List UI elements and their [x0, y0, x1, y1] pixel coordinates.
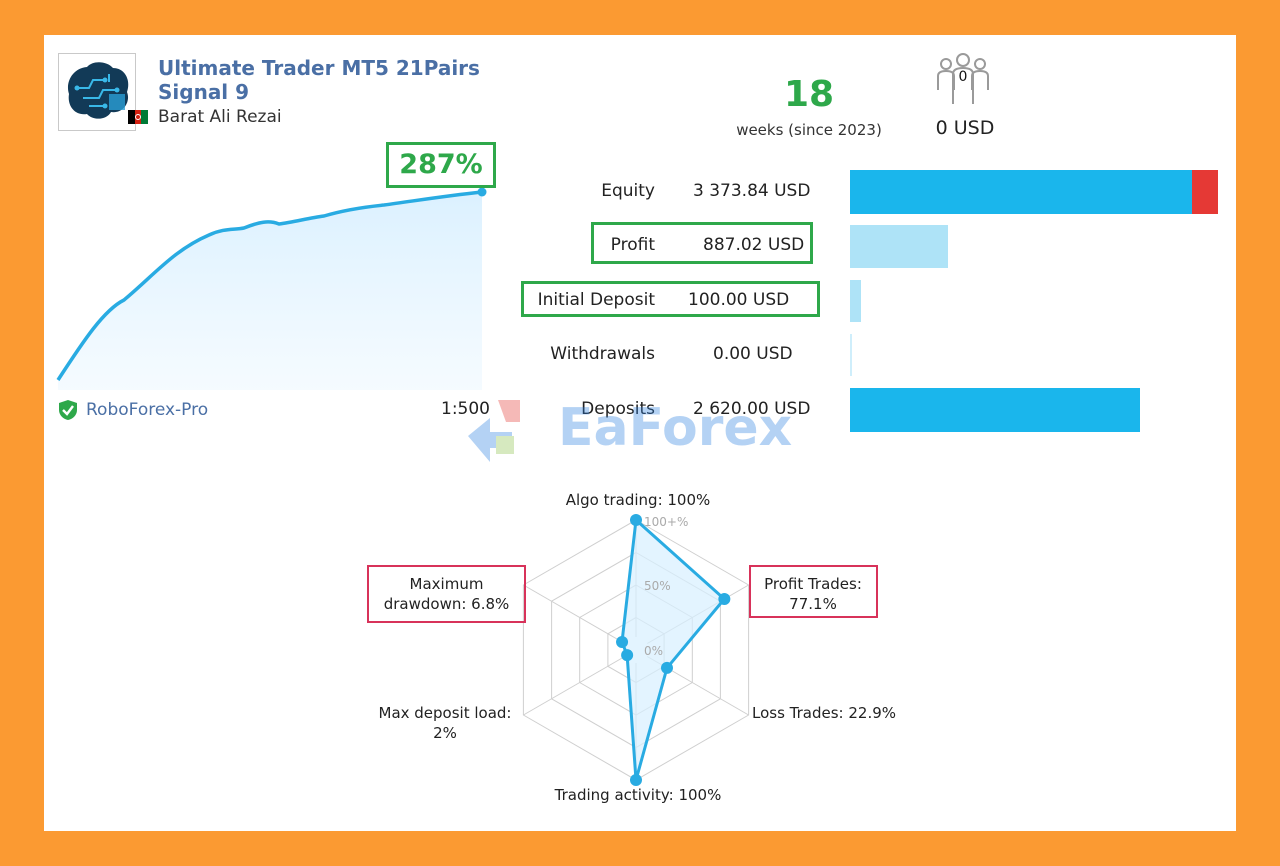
radar-point-4 [630, 774, 642, 786]
radar-label-drawdown-2: drawdown: 6.8% [383, 595, 510, 613]
signal-title[interactable]: Ultimate Trader MT5 21Pairs Signal 9 [158, 56, 558, 104]
stat-initial-deposit-value: 100.00 USD [688, 290, 790, 310]
initial-deposit-highlight [521, 281, 820, 317]
weeks-label: weeks (since 2023) [736, 121, 882, 139]
drawdown-highlight [367, 565, 526, 623]
radar-axis-5 [523, 656, 625, 716]
radar-scale-50: 50% [644, 579, 671, 593]
broker-row[interactable]: RoboForex-Pro [58, 399, 208, 421]
stat-profit-label: Profit [610, 235, 655, 255]
radar-chart: 100+% 50% 0% [522, 514, 750, 786]
radar-label-deposit-load-1: Max deposit load: [378, 704, 512, 722]
radar-scale-100: 100+% [644, 515, 688, 529]
growth-chart [56, 187, 487, 390]
profit-bar [850, 225, 948, 268]
radar-points [616, 514, 731, 786]
weeks-count: 18 [783, 74, 835, 115]
radar-point-2 [718, 592, 731, 605]
stat-withdrawals-value: 0.00 USD [713, 344, 793, 364]
profit-highlight [591, 222, 813, 264]
radar-label-drawdown: Maximum drawdown: 6.8% [368, 574, 525, 614]
equity-bar [850, 170, 1192, 214]
eaforex-logo-icon [468, 400, 520, 462]
signal-avatar[interactable] [58, 53, 136, 131]
radar-label-profit-trades: Profit Trades: 77.1% [750, 574, 876, 614]
radar-point-6 [616, 635, 629, 648]
stat-profit-value: 887.02 USD [703, 235, 805, 255]
stat-deposits-label: Deposits [581, 399, 655, 419]
stat-deposits-value: 2 620.00 USD [693, 399, 811, 419]
signal-title-line2[interactable]: Signal 9 [158, 80, 250, 104]
stat-withdrawals-label: Withdrawals [550, 344, 655, 364]
growth-value: 287% [399, 149, 483, 180]
broker-name[interactable]: RoboForex-Pro [86, 400, 209, 420]
verified-shield-icon [59, 400, 77, 420]
subscription-price: 0 USD [935, 117, 995, 139]
radar-point-3 [660, 661, 673, 674]
radar-label-profit-trades-2: 77.1% [789, 595, 837, 613]
watermark-text: EaForex [558, 398, 793, 458]
radar-label-drawdown-1: Maximum [409, 575, 484, 593]
stat-equity-label: Equity [601, 181, 655, 201]
radar-axis-6 [523, 584, 625, 644]
subscribers-icon [937, 53, 989, 104]
radar-shape [620, 516, 727, 781]
profit-trades-highlight [749, 565, 878, 618]
subscribers-count: 0 [958, 69, 968, 85]
author-name[interactable]: Barat Ali Rezai [158, 107, 282, 127]
initial-deposit-bar [850, 280, 862, 322]
radar-label-algo: Algo trading: 100% [565, 491, 711, 509]
eaforex-watermark: EaForex [460, 392, 840, 472]
radar-label-deposit-load-2: 2% [433, 724, 457, 742]
radar-point-5 [621, 649, 634, 662]
growth-area [58, 192, 482, 390]
withdrawals-bar [850, 334, 852, 376]
stat-initial-deposit-label: Initial Deposit [537, 290, 655, 310]
radar-point-1 [630, 514, 642, 526]
signal-title-line1[interactable]: Ultimate Trader MT5 21Pairs [158, 56, 480, 80]
author-row: Barat Ali Rezai [128, 106, 282, 128]
leverage: 1:500 [441, 399, 490, 419]
growth-highlight: 287% [386, 142, 496, 188]
equity-loss-bar [1192, 170, 1218, 214]
radar-label-activity: Trading activity: 100% [554, 786, 722, 804]
afghanistan-flag-icon [128, 110, 148, 124]
brain-icon [59, 54, 135, 130]
growth-line [56, 190, 483, 381]
deposits-bar [850, 388, 1140, 432]
growth-endpoint [477, 187, 487, 197]
radar-label-deposit-load: Max deposit load: 2% [366, 703, 524, 743]
radar-label-profit-trades-1: Profit Trades: [764, 575, 862, 593]
radar-scale-0: 0% [644, 644, 663, 658]
stat-equity-value: 3 373.84 USD [693, 181, 811, 201]
radar-label-loss-trades: Loss Trades: 22.9% [752, 704, 897, 722]
